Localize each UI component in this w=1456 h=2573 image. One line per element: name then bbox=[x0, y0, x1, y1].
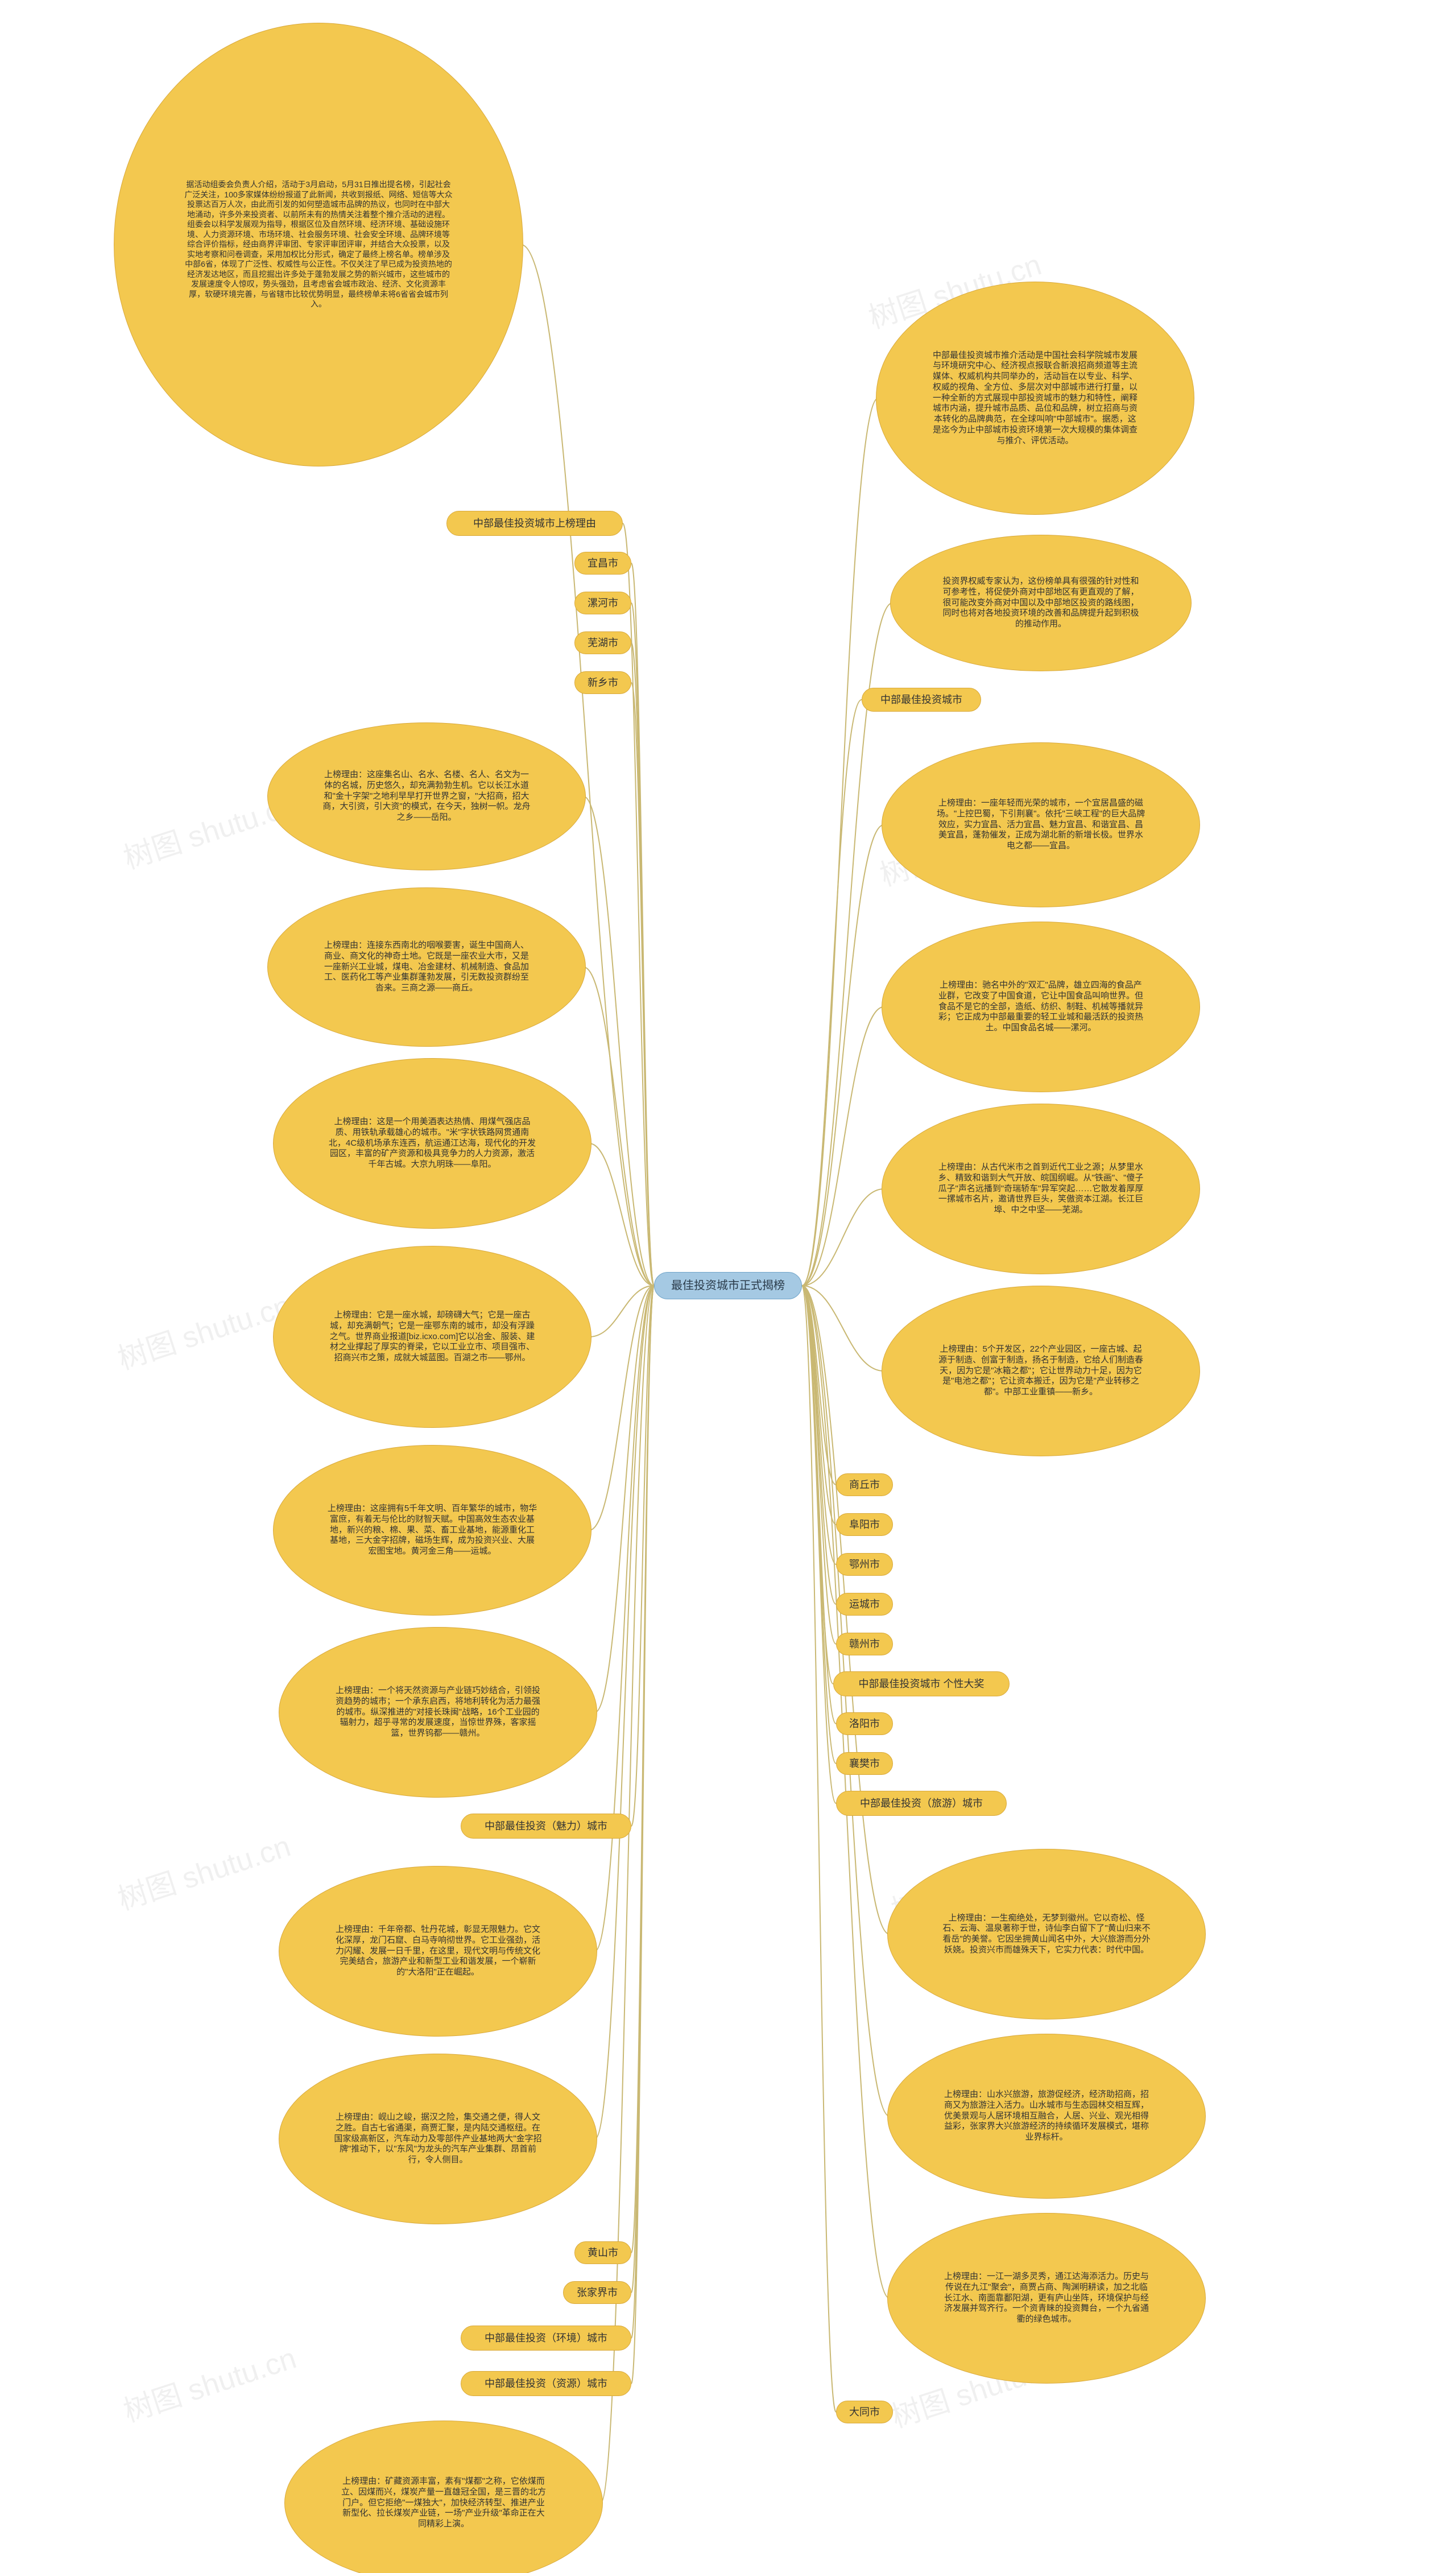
right-pill-9-label: 中部最佳投资（旅游）城市 bbox=[837, 1797, 1006, 1810]
left-pill-6: 中部最佳投资（魅力）城市 bbox=[461, 1814, 631, 1839]
center-node: 最佳投资城市正式揭榜 bbox=[654, 1272, 802, 1299]
left-blurb-9: 上榜理由：矿藏资源丰富，素有"煤都"之称，它依煤而立、因煤而兴，煤炭产量一直雄冠… bbox=[284, 2421, 603, 2573]
left-blurb-2-label: 上榜理由：连接东西南北的咽喉要害，诞生中国商人、商业、商文化的神奇土地。它既是一… bbox=[303, 940, 551, 994]
right-pill-0: 中部最佳投资城市 bbox=[862, 688, 981, 712]
left-blurb-9-label: 上榜理由：矿藏资源丰富，素有"煤都"之称，它依煤而立、因煤而兴，煤炭产量一直雄冠… bbox=[320, 2476, 568, 2530]
left-blurb-1-label: 上榜理由：这座集名山、名水、名楼、名人、名文为一体的名城，历史悠久，却充满勃勃生… bbox=[303, 770, 551, 823]
left-pill-5: 新乡市 bbox=[574, 671, 631, 694]
right-pill-8-label: 襄樊市 bbox=[837, 1757, 892, 1770]
right-pill-7: 洛阳市 bbox=[836, 1712, 893, 1735]
right-pill-4: 运城市 bbox=[836, 1593, 893, 1616]
right-pill-1-label: 商丘市 bbox=[837, 1478, 892, 1492]
center-node-label: 最佳投资城市正式揭榜 bbox=[655, 1279, 801, 1293]
left-blurb-6: 上榜理由：一个将天然资源与产业链巧妙结合，引领投资趋势的城市；一个承东启西，将地… bbox=[279, 1627, 597, 1798]
right-blurb-1: 上榜理由：一座年轻而光荣的城市，一个宜居昌盛的磁场。"上控巴蜀，下引荆襄"。依托… bbox=[882, 742, 1200, 907]
right-blurb-6-label: 上榜理由：山水兴旅游，旅游促经济，经济助招商，招商又为旅游注入活力。山水城市与生… bbox=[923, 2089, 1171, 2143]
left-pill-2-label: 宜昌市 bbox=[575, 557, 631, 570]
left-blurb-5-label: 上榜理由：这座拥有5千年文明、百年繁华的城市，物华富庶，有着无与伦比的财智天赋。… bbox=[308, 1504, 557, 1557]
left-pill-9: 中部最佳投资（环境）城市 bbox=[461, 2326, 631, 2351]
right-blurb-2: 上榜理由：驰名中外的"双汇"品牌，雄立四海的食品产业群，它改变了中国食道，它让中… bbox=[882, 922, 1200, 1092]
right-blurb-4: 上榜理由：5个开发区，22个产业园区，一座古城、起源于制造、创富于制造，扬名于制… bbox=[882, 1286, 1200, 1456]
right-pill-4-label: 运城市 bbox=[837, 1598, 892, 1611]
watermark: 树图 shutu.cn bbox=[111, 1822, 295, 1918]
left-pill-6-label: 中部最佳投资（魅力）城市 bbox=[461, 1820, 631, 1833]
right-pill-2: 阜阳市 bbox=[836, 1513, 893, 1536]
right-pill-3: 鄂州市 bbox=[836, 1553, 893, 1576]
left-pill-10: 中部最佳投资（资源）城市 bbox=[461, 2371, 631, 2396]
left-blurb-4: 上榜理由：它是一座水城，却磅礴大气；它是一座古城，却充满朝气；它是一座鄂东南的城… bbox=[273, 1246, 592, 1428]
right-pill-0-label: 中部最佳投资城市 bbox=[862, 693, 981, 707]
left-pill-1-label: 中部最佳投资城市上榜理由 bbox=[447, 517, 622, 530]
right-blurb-6: 上榜理由：山水兴旅游，旅游促经济，经济助招商，招商又为旅游注入活力。山水城市与生… bbox=[887, 2034, 1206, 2199]
left-pill-8: 张家界市 bbox=[563, 2281, 631, 2304]
left-blurb-2: 上榜理由：连接东西南北的咽喉要害，诞生中国商人、商业、商文化的神奇土地。它既是一… bbox=[267, 887, 586, 1047]
right-pill-6-label: 中部最佳投资城市 个性大奖 bbox=[834, 1678, 1009, 1691]
left-blurb-7-label: 上榜理由：千年帝都、牡丹花城，彰显无限魅力。它文化深厚，龙门石窟、白马寺响彻世界… bbox=[314, 1924, 562, 1978]
right-pill-5-label: 赣州市 bbox=[837, 1638, 892, 1651]
left-pill-7-label: 黄山市 bbox=[575, 2246, 631, 2260]
right-pill-8: 襄樊市 bbox=[836, 1752, 893, 1775]
right-blurb-1-label: 上榜理由：一座年轻而光荣的城市，一个宜居昌盛的磁场。"上控巴蜀，下引荆襄"。依托… bbox=[917, 798, 1165, 852]
left-pill-9-label: 中部最佳投资（环境）城市 bbox=[461, 2332, 631, 2345]
top-big-left: 据活动组委会负责人介绍，活动于3月启动，5月31日推出提名榜，引起社会广泛关注，… bbox=[114, 23, 523, 466]
right-pill-5: 赣州市 bbox=[836, 1633, 893, 1655]
right-blurb-2-label: 上榜理由：驰名中外的"双汇"品牌，雄立四海的食品产业群，它改变了中国食道，它让中… bbox=[917, 980, 1165, 1034]
right-blurb-7: 上榜理由：一江一湖多灵秀，通江达海添活力。历史与传说在九江"聚会"，商贾占商、陶… bbox=[887, 2213, 1206, 2384]
watermark: 树图 shutu.cn bbox=[111, 1282, 295, 1378]
right-blurb-0-label: 中部最佳投资城市推介活动是中国社会科学院城市发展与环境研究中心、经济视点报联合新… bbox=[911, 350, 1160, 447]
right-pill-9: 中部最佳投资（旅游）城市 bbox=[836, 1791, 1007, 1816]
left-pill-3-label: 漯河市 bbox=[575, 597, 631, 610]
watermark: 树图 shutu.cn bbox=[117, 2334, 301, 2430]
right-blurb-0b: 投资界权威专家认为，这份榜单具有很强的针对性和可参考性，将促使外商对中部地区有更… bbox=[890, 535, 1192, 671]
left-blurb-3-label: 上榜理由：这是一个用美酒表达热情、用煤气强店品质、用铁轨承载雄心的城市。"米"字… bbox=[308, 1117, 557, 1170]
left-pill-8-label: 张家界市 bbox=[564, 2286, 631, 2299]
left-pill-7: 黄山市 bbox=[574, 2241, 631, 2264]
left-pill-2: 宜昌市 bbox=[574, 552, 631, 575]
left-pill-10-label: 中部最佳投资（资源）城市 bbox=[461, 2377, 631, 2390]
left-blurb-3: 上榜理由：这是一个用美酒表达热情、用煤气强店品质、用铁轨承载雄心的城市。"米"字… bbox=[273, 1058, 592, 1229]
right-pill-3-label: 鄂州市 bbox=[837, 1558, 892, 1571]
right-pill-2-label: 阜阳市 bbox=[837, 1518, 892, 1531]
right-blurb-5: 上榜理由：一生痴绝处，无梦到徽州。它以奇松、怪石、云海、温泉著称于世，诗仙李白留… bbox=[887, 1849, 1206, 2019]
left-blurb-6-label: 上榜理由：一个将天然资源与产业链巧妙结合，引领投资趋势的城市；一个承东启西，将地… bbox=[314, 1686, 562, 1739]
left-pill-3: 漯河市 bbox=[574, 592, 631, 614]
left-blurb-4-label: 上榜理由：它是一座水城，却磅礴大气；它是一座古城，却充满朝气；它是一座鄂东南的城… bbox=[308, 1310, 557, 1364]
right-pill-7-label: 洛阳市 bbox=[837, 1717, 892, 1731]
left-pill-4: 芜湖市 bbox=[574, 631, 631, 654]
right-pill-1: 商丘市 bbox=[836, 1473, 893, 1496]
left-blurb-5: 上榜理由：这座拥有5千年文明、百年繁华的城市，物华富庶，有着无与伦比的财智天赋。… bbox=[273, 1445, 592, 1616]
left-blurb-7: 上榜理由：千年帝都、牡丹花城，彰显无限魅力。它文化深厚，龙门石窟、白马寺响彻世界… bbox=[279, 1866, 597, 2037]
right-blurb-0b-label: 投资界权威专家认为，这份榜单具有很强的针对性和可参考性，将促使外商对中部地区有更… bbox=[923, 576, 1158, 630]
right-pill-10-label: 大同市 bbox=[837, 2406, 892, 2419]
right-blurb-4-label: 上榜理由：5个开发区，22个产业园区，一座古城、起源于制造、创富于制造，扬名于制… bbox=[917, 1344, 1165, 1398]
left-blurb-8: 上榜理由：岘山之峻，据汉之险，集交通之便，得人文之胜。自古七省通渠，商贾汇聚，是… bbox=[279, 2054, 597, 2224]
right-blurb-3: 上榜理由：从古代米市之首到近代工业之源；从梦里水乡、精致和谐到大气开放、皖国纲崛… bbox=[882, 1104, 1200, 1274]
left-pill-4-label: 芜湖市 bbox=[575, 637, 631, 650]
right-pill-6: 中部最佳投资城市 个性大奖 bbox=[833, 1671, 1010, 1696]
right-pill-10: 大同市 bbox=[836, 2401, 893, 2423]
right-blurb-7-label: 上榜理由：一江一湖多灵秀，通江达海添活力。历史与传说在九江"聚会"，商贾占商、陶… bbox=[923, 2271, 1171, 2325]
right-blurb-5-label: 上榜理由：一生痴绝处，无梦到徽州。它以奇松、怪石、云海、温泉著称于世，诗仙李白留… bbox=[923, 1913, 1171, 1956]
left-blurb-1: 上榜理由：这座集名山、名水、名楼、名人、名文为一体的名城，历史悠久，却充满勃勃生… bbox=[267, 722, 586, 870]
left-pill-1: 中部最佳投资城市上榜理由 bbox=[446, 511, 623, 536]
left-pill-5-label: 新乡市 bbox=[575, 676, 631, 689]
left-blurb-8-label: 上榜理由：岘山之峻，据汉之险，集交通之便，得人文之胜。自古七省通渠，商贾汇聚，是… bbox=[314, 2112, 562, 2166]
right-blurb-3-label: 上榜理由：从古代米市之首到近代工业之源；从梦里水乡、精致和谐到大气开放、皖国纲崛… bbox=[917, 1162, 1165, 1216]
top-big-left-label: 据活动组委会负责人介绍，活动于3月启动，5月31日推出提名榜，引起社会广泛关注，… bbox=[159, 180, 478, 309]
right-blurb-0: 中部最佳投资城市推介活动是中国社会科学院城市发展与环境研究中心、经济视点报联合新… bbox=[876, 282, 1194, 515]
